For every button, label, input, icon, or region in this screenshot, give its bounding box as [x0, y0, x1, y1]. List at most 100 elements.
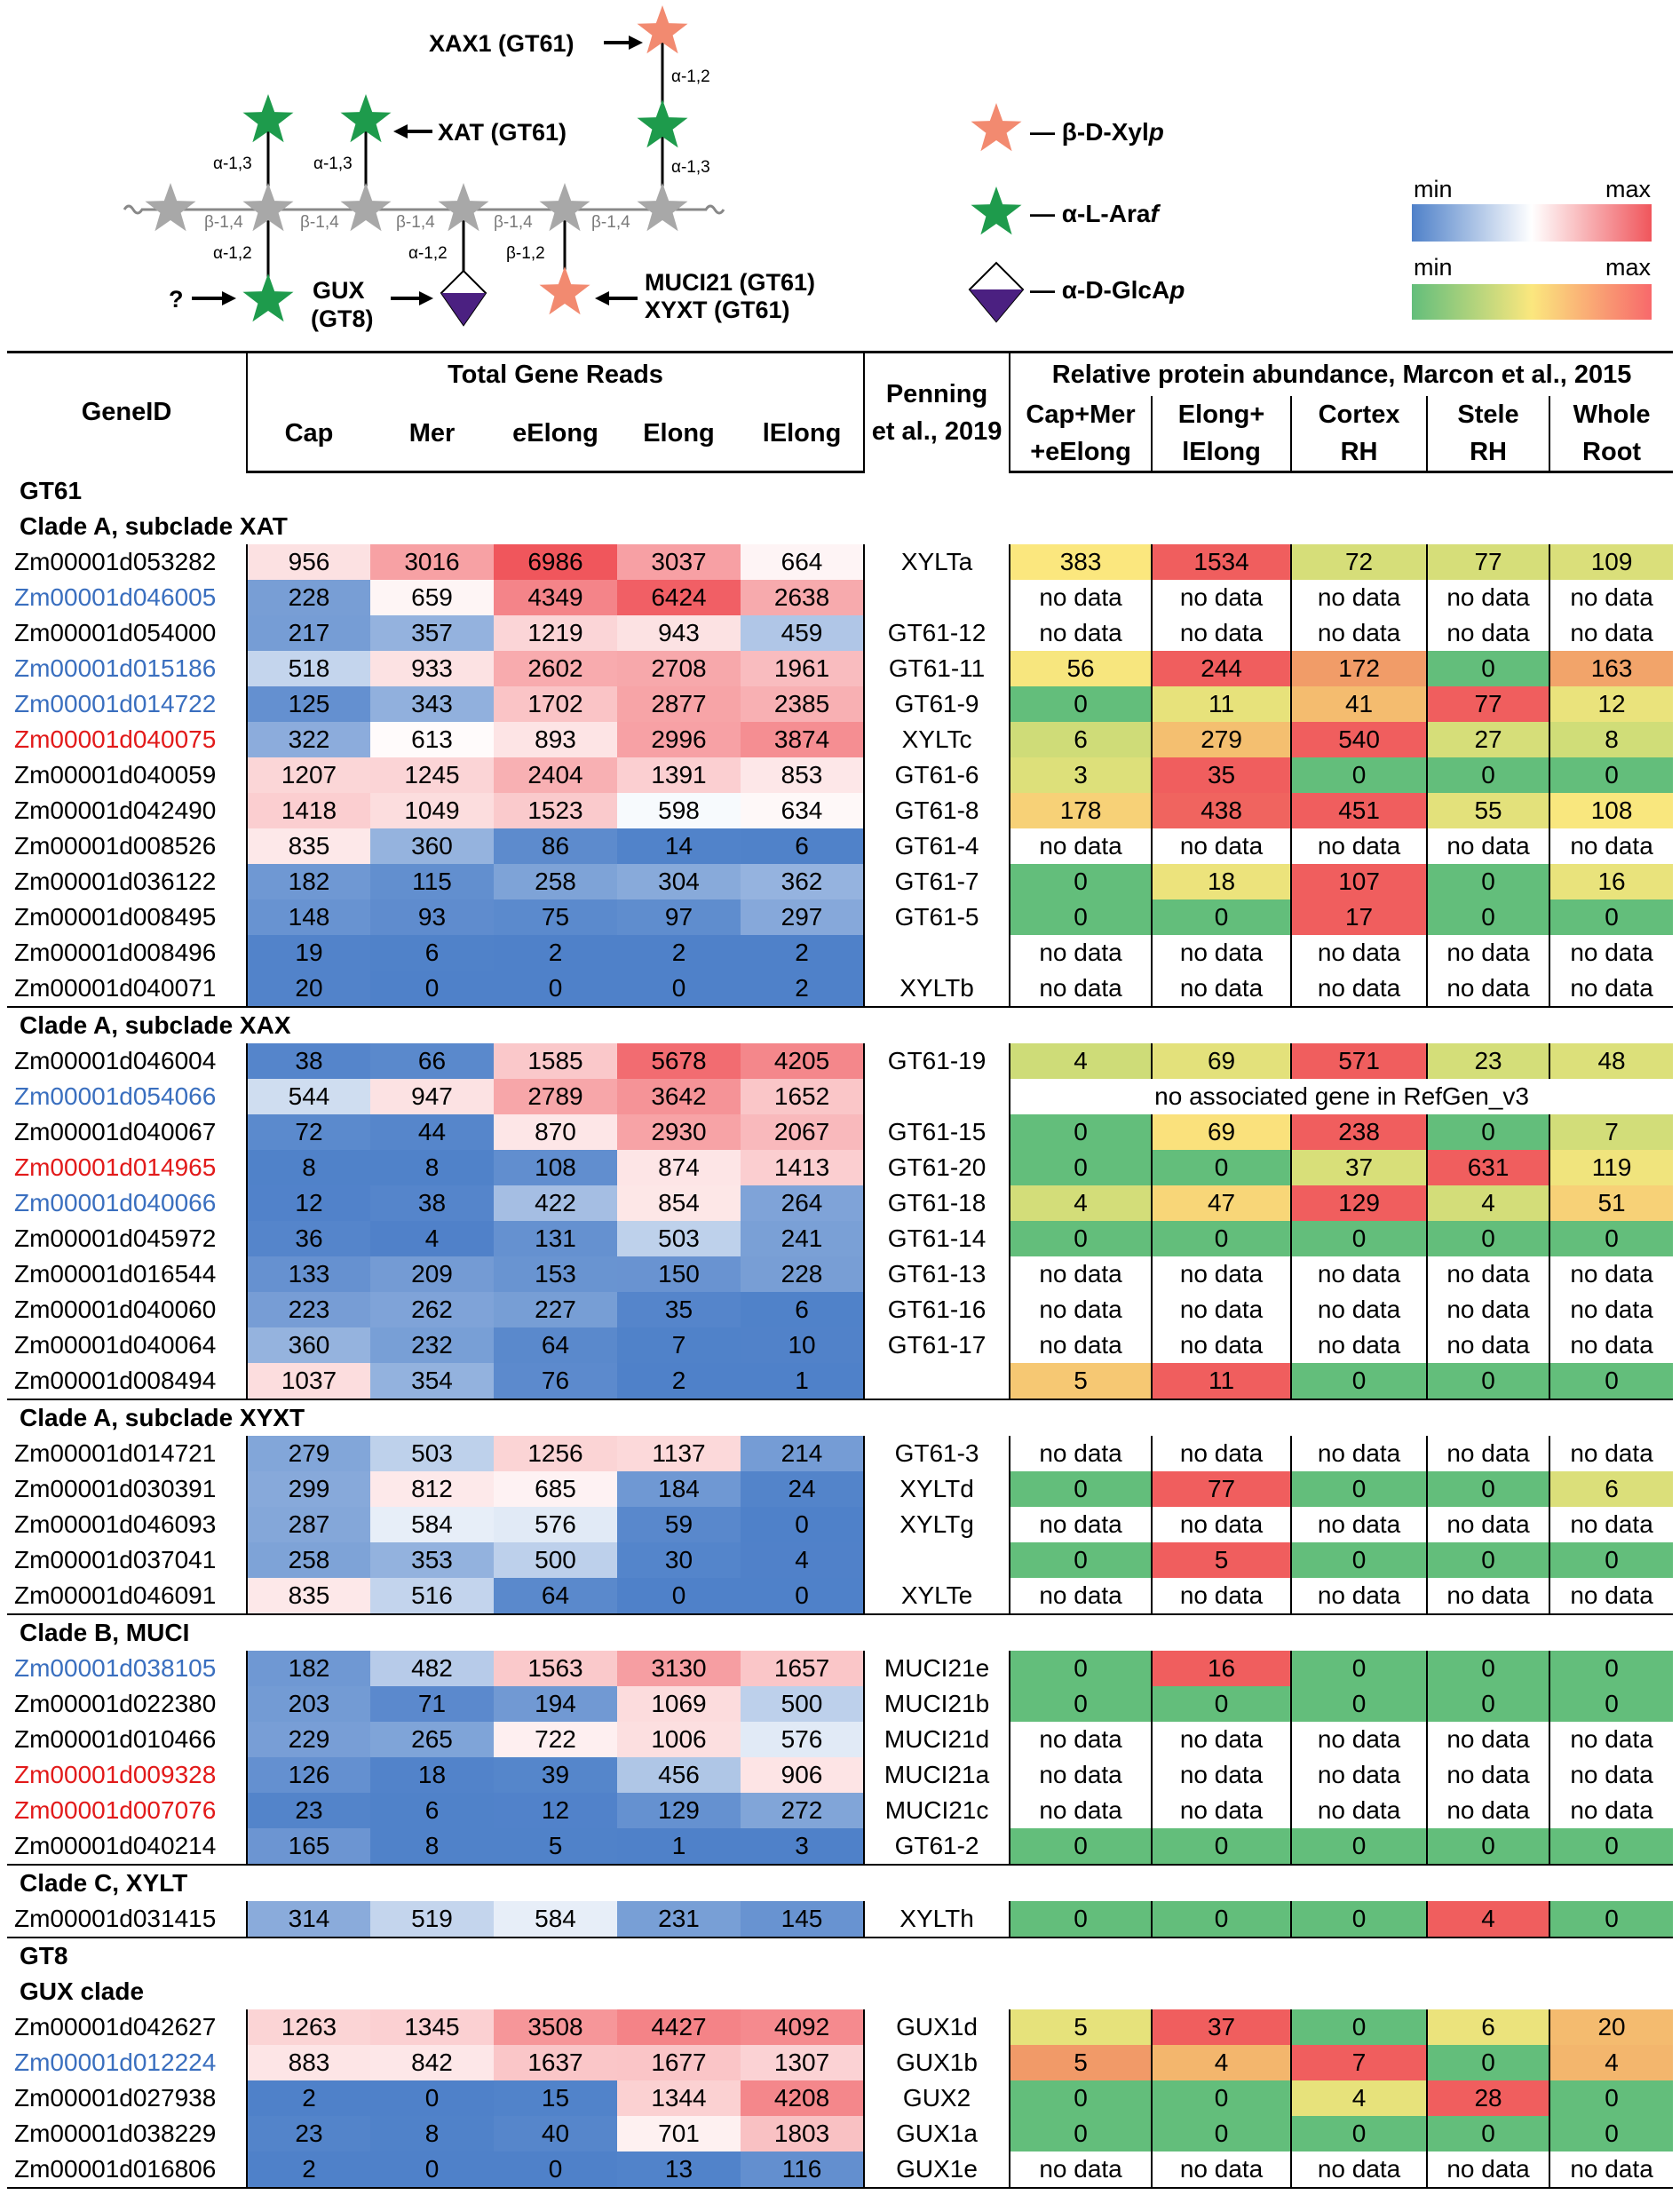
read-count-cell: 1585 [494, 1043, 617, 1079]
read-count-cell: 125 [246, 686, 370, 722]
read-count-cell: 184 [617, 1471, 741, 1507]
penning-name-cell: MUCI21d [863, 1722, 1010, 1757]
xylose-backbone-star [637, 183, 688, 232]
gene-id-cell: Zm00001d027938 [14, 2084, 217, 2112]
protein-abundance-cell: 0 [1426, 1221, 1550, 1256]
read-count-cell: 576 [741, 1722, 865, 1757]
read-count-cell: 1523 [494, 793, 617, 828]
protein-abundance-cell: 7 [1549, 1114, 1674, 1150]
protein-abundance-cell: 0 [1426, 1471, 1550, 1507]
table-row: Zm00001d030391 299 812 685 184 24 XYLTd 0 77 0 0 6 [7, 1471, 1674, 1507]
read-count-cell: 0 [370, 971, 494, 1007]
read-count-cell: 1677 [617, 2045, 741, 2080]
read-count-cell: 835 [246, 828, 370, 864]
xylose-backbone-star [340, 183, 392, 232]
protein-abundance-cell: 41 [1290, 686, 1428, 722]
penning-name-cell: GT61-13 [863, 1256, 1010, 1292]
penning-name-cell: MUCI21a [863, 1757, 1010, 1793]
protein-abundance-cell: 163 [1549, 651, 1674, 686]
protein-abundance-cell: no data [1549, 935, 1674, 971]
table-row: Zm00001d022380 203 71 194 1069 500 MUCI21b 0 0 0 0… [7, 1686, 1674, 1722]
legend-glca-label: — α-D-GlcAp [1030, 276, 1185, 304]
table-row: Zm00001d015186 518 933 2602 2708 1961 GT61-11 5… [7, 651, 1674, 686]
protein-abundance-cell: no data [1426, 1436, 1550, 1471]
table-row: Zm00001d008526 835 360 86 14 6 GT61-4 no data no… [7, 828, 1674, 864]
table-row: Zm00001d046091 835 516 64 0 0 XYLTe no data no d… [7, 1578, 1674, 1614]
read-count-cell: 182 [246, 1651, 370, 1686]
protein-abundance-cell: 77 [1151, 1471, 1292, 1507]
header-text: RH [1470, 438, 1507, 466]
protein-abundance-cell: 0 [1009, 2080, 1153, 2116]
protein-abundance-cell: 540 [1290, 722, 1428, 757]
header-protein-abundance: Relative protein abundance, Marcon et al… [1009, 351, 1674, 396]
protein-abundance-cell: no data [1009, 2151, 1153, 2189]
table-row: Zm00001d007076 23 6 12 129 272 MUCI21c no data n… [7, 1793, 1674, 1828]
protein-abundance-cell: no data [1549, 1256, 1674, 1292]
read-count-cell: 360 [370, 828, 494, 864]
read-count-cell: 722 [494, 1722, 617, 1757]
protein-abundance-cell: 8 [1549, 722, 1674, 757]
protein-abundance-cell: 0 [1426, 1828, 1550, 1865]
read-count-cell: 1 [741, 1363, 865, 1399]
section-label: Clade A, subclade XYXT [7, 1399, 1674, 1436]
protein-abundance-cell: no data [1151, 1436, 1292, 1471]
backbone-line [123, 204, 725, 215]
read-count-cell: 1702 [494, 686, 617, 722]
read-count-cell: 228 [246, 580, 370, 615]
read-count-cell: 19 [246, 935, 370, 971]
read-count-cell: 314 [246, 1901, 370, 1938]
scale-min-label: min [1414, 254, 1453, 281]
table-row: Zm00001d031415 314 519 584 231 145 XYLTh 0 0 0 4 0 [7, 1901, 1674, 1938]
gene-id-cell: Zm00001d054000 [14, 619, 217, 646]
penning-name-cell: XYLTg [863, 1507, 1010, 1542]
protein-abundance-cell: 631 [1426, 1150, 1550, 1185]
protein-abundance-cell: 69 [1151, 1114, 1292, 1150]
read-count-cell: 576 [494, 1507, 617, 1542]
protein-abundance-cell: 0 [1009, 1651, 1153, 1686]
gene-id-cell: Zm00001d022380 [14, 1690, 217, 1717]
protein-abundance-cell: 72 [1290, 544, 1428, 580]
protein-abundance-cell: no data [1009, 971, 1153, 1007]
linkage-label: β-1,4 [494, 213, 533, 232]
protein-abundance-cell: 129 [1290, 1185, 1428, 1221]
read-count-cell: 217 [246, 615, 370, 651]
read-count-cell: 44 [370, 1114, 494, 1150]
penning-name-cell [863, 935, 1010, 971]
read-count-cell: 1037 [246, 1363, 370, 1399]
gene-id-cell: Zm00001d040067 [14, 1118, 217, 1145]
header-stele-rh: Stele RH [1426, 396, 1550, 473]
read-count-cell: 264 [741, 1185, 865, 1221]
read-count-cell: 1049 [370, 793, 494, 828]
gene-id-cell: Zm00001d040071 [14, 974, 217, 1002]
gene-id-cell: Zm00001d038105 [14, 1654, 217, 1682]
gene-id-cell: Zm00001d054066 [14, 1082, 217, 1110]
read-count-cell: 343 [370, 686, 494, 722]
read-count-cell: 6986 [494, 544, 617, 580]
protein-abundance-cell: no data [1009, 615, 1153, 651]
protein-abundance-cell: no data [1009, 828, 1153, 864]
read-count-cell: 322 [246, 722, 370, 757]
penning-name-cell: XYLTc [863, 722, 1010, 757]
protein-abundance-cell: 0 [1290, 1651, 1428, 1686]
read-count-cell: 23 [246, 2116, 370, 2151]
read-count-cell: 893 [494, 722, 617, 757]
section-label: GT8 [7, 1937, 1674, 1974]
arrow-icon [595, 291, 609, 305]
read-count-cell: 145 [741, 1901, 865, 1938]
gene-id-cell: Zm00001d015186 [14, 654, 217, 682]
read-count-cell: 2067 [741, 1114, 865, 1150]
read-count-cell: 12 [246, 1185, 370, 1221]
gene-id-cell: Zm00001d007076 [14, 1796, 217, 1824]
protein-abundance-cell: 244 [1151, 651, 1292, 686]
protein-abundance-cell: 6 [1426, 2009, 1550, 2045]
penning-name-cell: GT61-8 [863, 793, 1010, 828]
protein-abundance-cell: 0 [1009, 2116, 1153, 2151]
read-count-cell: 2996 [617, 722, 741, 757]
gene-id-cell: Zm00001d045972 [14, 1224, 217, 1252]
protein-abundance-cell: 4 [1009, 1043, 1153, 1079]
protein-abundance-cell: no data [1151, 580, 1292, 615]
read-count-cell: 2 [494, 935, 617, 971]
read-count-cell: 36 [246, 1221, 370, 1256]
gene-id-cell: Zm00001d012224 [14, 2048, 217, 2076]
enzyme-xat-label: XAT (GT61) [438, 119, 567, 146]
